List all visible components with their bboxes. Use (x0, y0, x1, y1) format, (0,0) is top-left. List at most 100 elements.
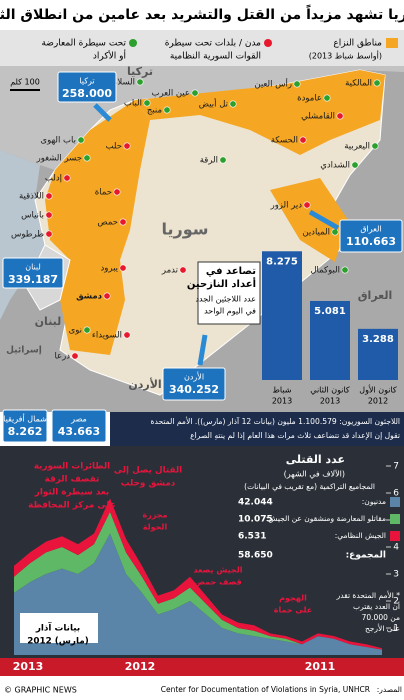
bar-category: 2012 (368, 397, 388, 406)
note-bg (110, 412, 404, 446)
year-strip (0, 658, 404, 676)
total-label: المجموع: (346, 551, 386, 561)
bar-category: كانون الثاني (310, 386, 350, 395)
place-label: يبرود (100, 264, 118, 274)
bar-value: 3.288 (362, 334, 394, 345)
refugee-count: 339.187 (8, 273, 58, 286)
refugee-count: 8.262 (8, 425, 43, 438)
place-dot (179, 266, 187, 274)
annotation: بيانات آذار (35, 622, 80, 634)
place-label: اليعربية (344, 142, 370, 152)
country-label: العراق (358, 289, 393, 302)
bar (310, 300, 350, 380)
annotation: (مارس) 2012 (27, 637, 89, 647)
note: تقول إن الإعداد قد تتضاعف ثلاث مرات هذا … (190, 431, 400, 441)
legend-swatch (386, 38, 398, 48)
year-label: 2013 (13, 660, 44, 673)
place-label: حلب (106, 142, 122, 152)
legend-label: القوات السورية النظامية (170, 52, 261, 62)
place-label: بانياس (21, 211, 44, 221)
bar-category: شباط (273, 386, 292, 395)
place-label: الباب (124, 99, 142, 109)
place-dot (77, 136, 85, 144)
place-dot (229, 100, 237, 108)
place-dot (63, 174, 71, 182)
credit: © GRAPHIC NEWS (4, 686, 77, 695)
place-label: نوى (69, 326, 82, 336)
legend-name: مقاتلو المعارضة ومنشقون عن الجيش: (266, 514, 386, 523)
note: اللاجئون السوريون: 1.100.579 مليون (بيان… (150, 416, 400, 426)
place-dot (103, 292, 111, 300)
place-dot (123, 331, 131, 339)
annotation: على حماة (274, 606, 312, 615)
chart-subtitle: المجاميع التراكمية (مع تقريب في البيانات… (244, 482, 375, 491)
y-tick-label: 7 (393, 462, 399, 472)
bar-category: 2013 (320, 397, 340, 406)
chart-title: عدد القتلى (286, 453, 345, 466)
bar-title-box (197, 261, 261, 325)
y-tick-label: 4 (393, 543, 399, 553)
refugee-country: مصر (70, 415, 87, 424)
place-label: اللاذقية (19, 192, 44, 202)
bar-title: أعداد النازحين (187, 277, 256, 290)
place-label: الحسكة (271, 136, 298, 146)
refugee-box (2, 257, 64, 289)
place-label: تل أبيض (199, 98, 229, 110)
legend-label: تحت سيطرة المعارضة (41, 39, 126, 49)
refugee-count: 340.252 (169, 383, 219, 396)
place-dot (371, 142, 379, 150)
place-label: الشدادي (320, 161, 350, 171)
place-label: عين العرب (151, 89, 190, 99)
legend-dot (129, 39, 137, 47)
place-label: الميادين (302, 228, 330, 238)
annotation: من 70.000 (362, 613, 400, 622)
annotation: القتال يصل إلى (114, 466, 182, 476)
place-dot (143, 99, 151, 107)
bar-chart: 8.275 شباط 2013 5.081 كانون الثاني 2013 3.288 ك… (262, 251, 398, 406)
place-dot (83, 154, 91, 162)
legend: مدنيون: 42.044 مقاتلو المعارضة ومنشقون عن … (238, 497, 400, 561)
place-dot (331, 228, 339, 236)
source-label: المصدر: (377, 685, 402, 694)
chart-subtitle: (الآلاف في الشهر) (284, 469, 345, 479)
legend-swatch (390, 514, 400, 524)
annotation: على مركز المحافظة (28, 501, 116, 511)
legend-label: مدن / بلدات تحت سيطرة (165, 39, 261, 49)
source: Center for Documentation of Violations i… (161, 685, 370, 694)
conflict-zone (270, 178, 348, 262)
refugee-box (162, 367, 226, 401)
bar-value: 5.081 (314, 306, 346, 317)
place-dot (123, 142, 131, 150)
annotation: على الأرجح (365, 623, 400, 633)
annotation: أن العدد يقترب (353, 601, 400, 611)
place-dot (351, 161, 359, 169)
legend-name: مدنيون: (362, 497, 386, 506)
place-dot (83, 326, 91, 334)
annotation: تقصف الرقة (45, 475, 100, 485)
refugee-country: العراق (360, 225, 381, 234)
bar (358, 328, 398, 380)
annotation: دمشق وحلب (121, 479, 176, 489)
annotation: بعد سيطرة الثوار (34, 488, 109, 498)
place-dot (336, 112, 344, 120)
place-label: حماة (95, 188, 112, 198)
annotation: مجزرة (142, 511, 167, 520)
place-label: تدمر (161, 266, 179, 276)
place-label: البوكمال (310, 266, 340, 276)
place-dot (45, 192, 53, 200)
place-dot (136, 78, 144, 86)
refugee-count: 43.663 (58, 425, 100, 438)
country-label: سوريا (162, 220, 209, 239)
bar-category: كانون الأول (359, 385, 397, 395)
place-label: طرطوس (11, 230, 44, 240)
refugee-country: لبنان (25, 263, 41, 272)
place-dot (299, 136, 307, 144)
legend-label: (أواسط شباط 2013) (309, 51, 382, 61)
bar-subtitle: عدد اللاجئين الجدد (195, 295, 256, 304)
place-label: درعا (54, 352, 70, 362)
scale-label: 100 كلم (10, 78, 40, 87)
bar-category: 2013 (272, 397, 292, 406)
place-dot (303, 201, 311, 209)
legend-dot (264, 39, 272, 47)
place-dot (113, 188, 121, 196)
